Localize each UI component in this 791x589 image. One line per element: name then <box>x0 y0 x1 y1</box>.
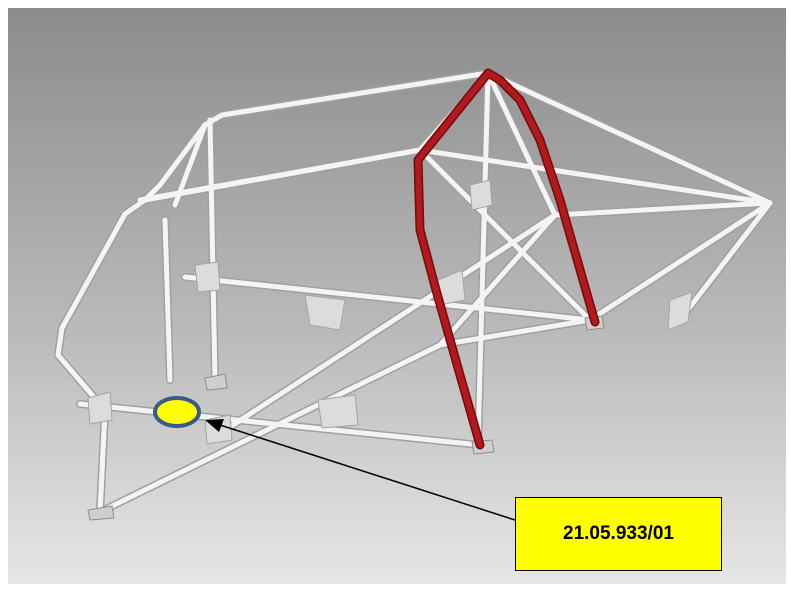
part-location-marker <box>153 396 201 428</box>
part-number-callout: 21.05.933/01 <box>515 497 722 571</box>
part-number-label: 21.05.933/01 <box>563 523 674 544</box>
gusset-plates <box>87 179 693 445</box>
highlighted-tubes <box>413 68 600 450</box>
callout-arrow <box>205 419 516 521</box>
